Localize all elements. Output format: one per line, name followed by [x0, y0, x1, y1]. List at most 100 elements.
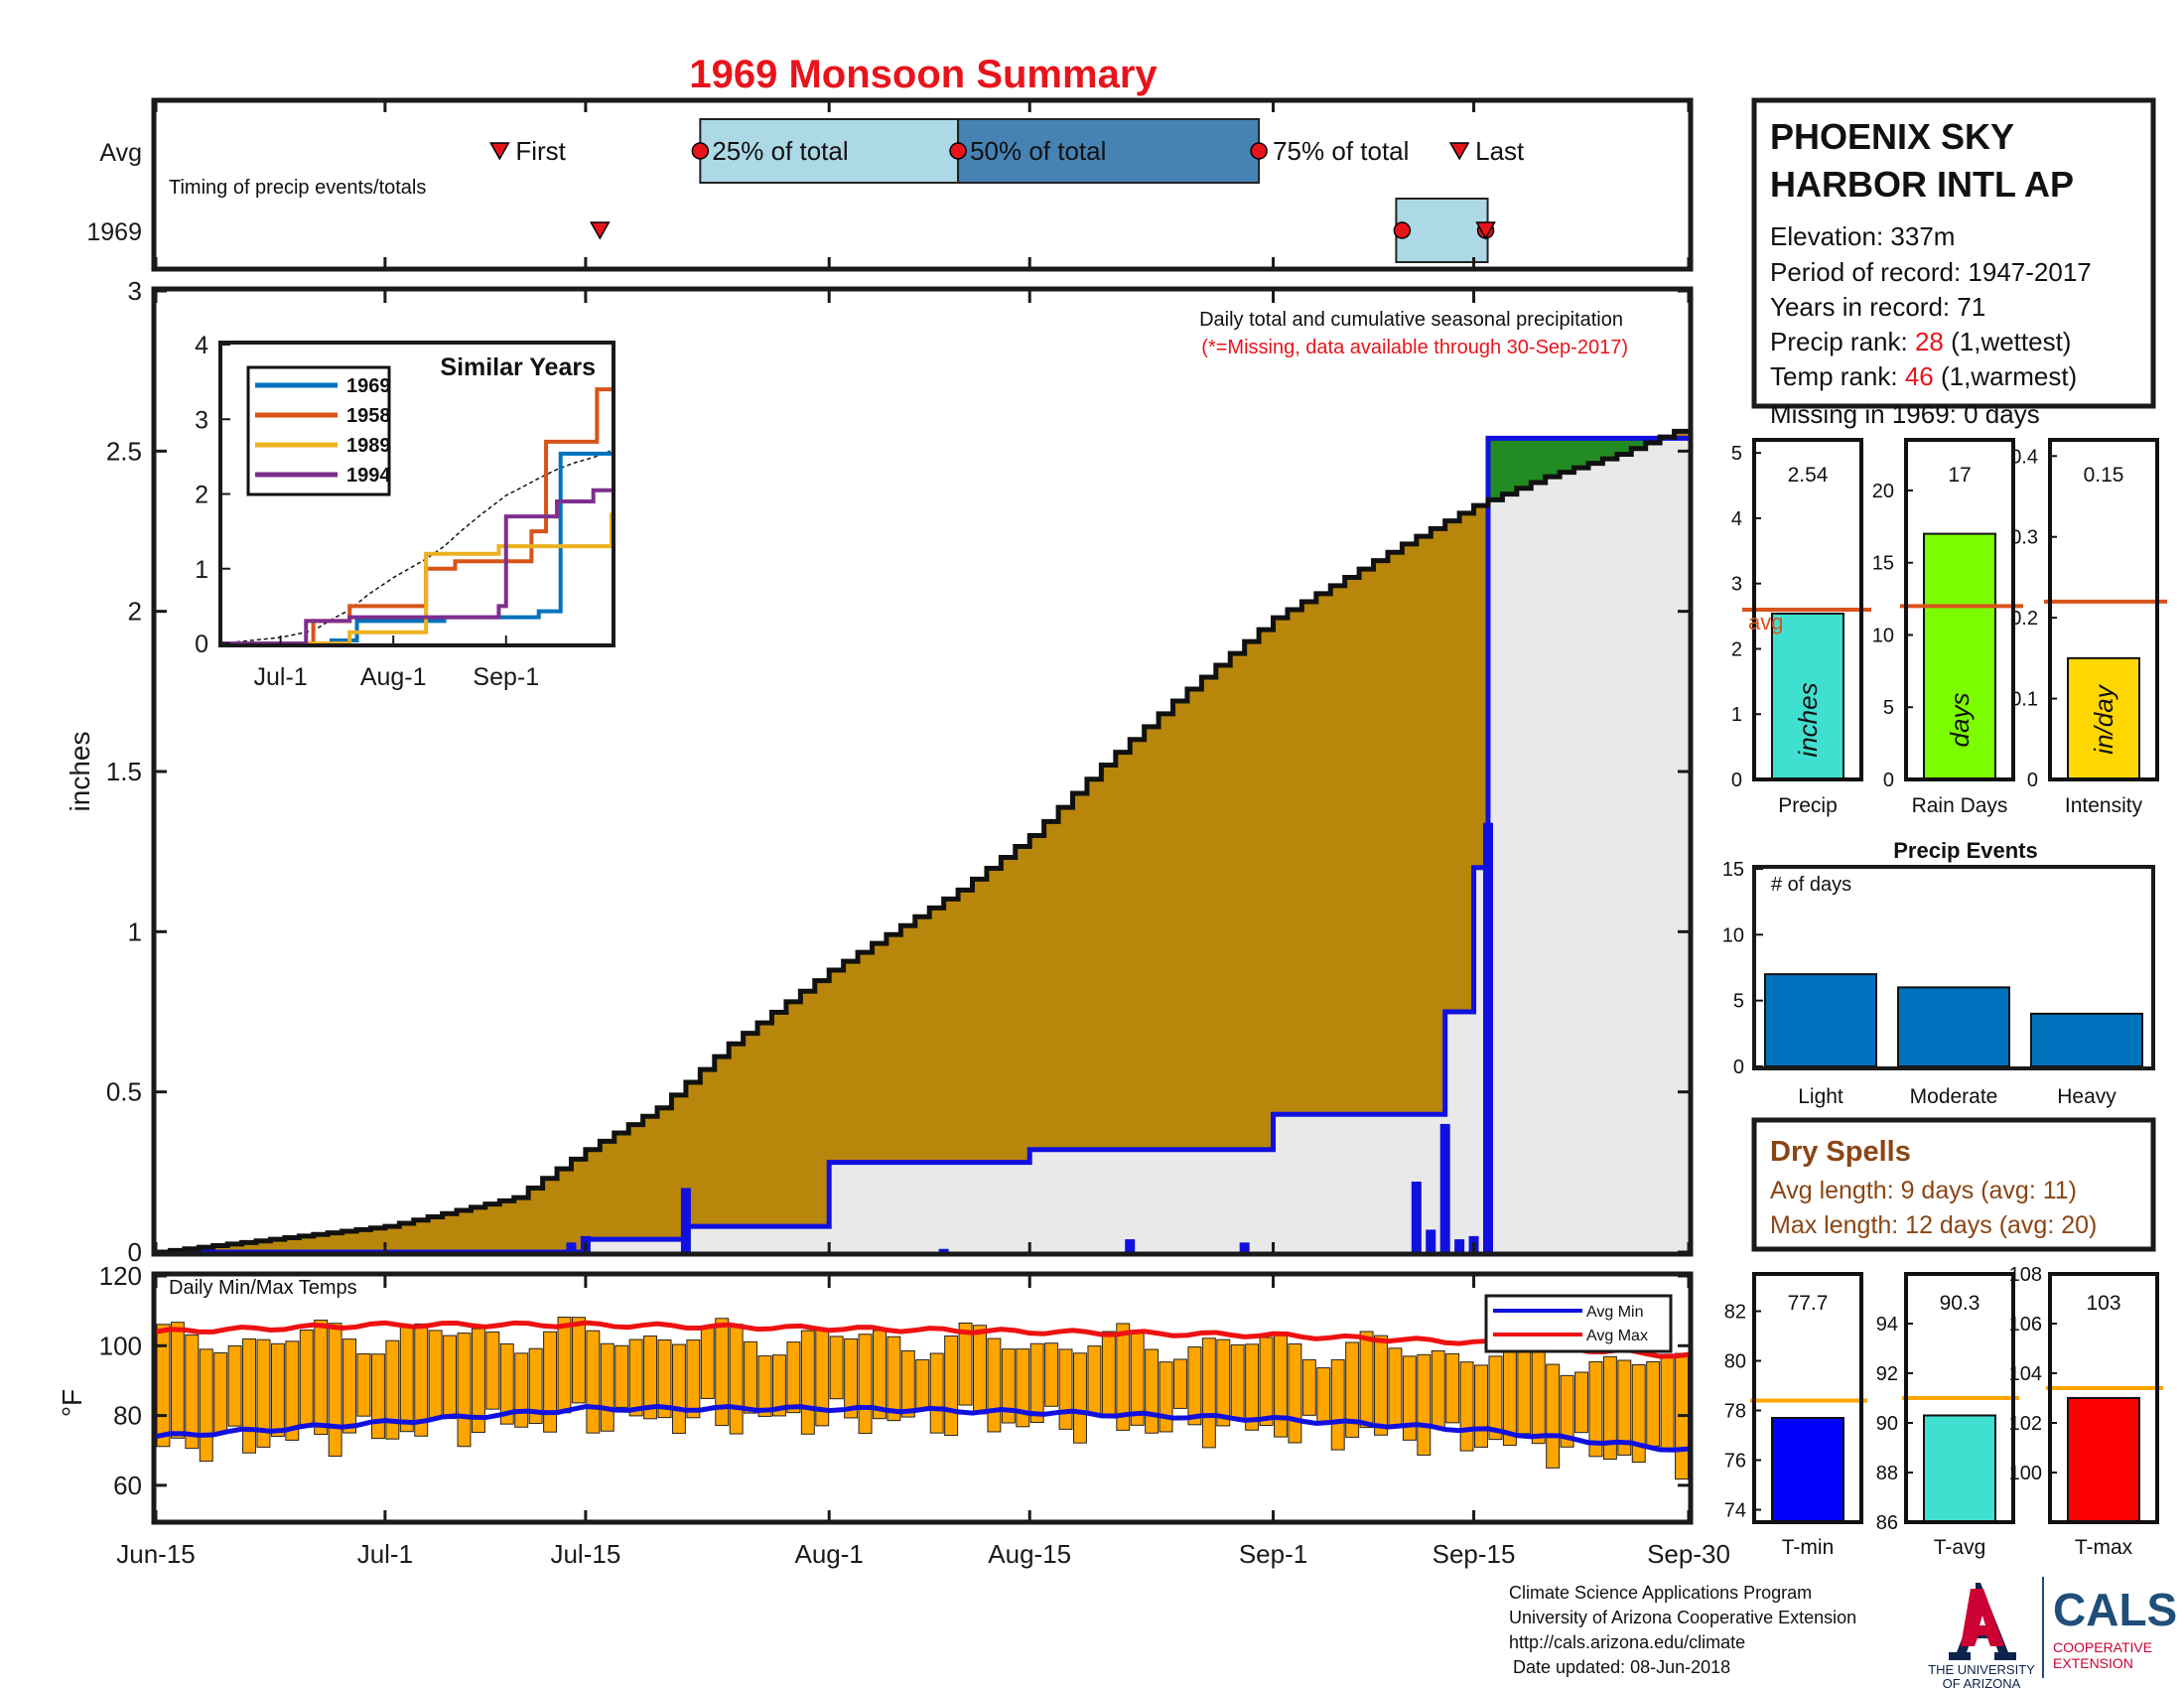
daily-temp-bar: [1660, 1353, 1675, 1450]
temp-bar-tick-3: 92: [1876, 1363, 1898, 1385]
station-name-line2: HARBOR INTL AP: [1770, 164, 2074, 205]
daily-temp-bar: [399, 1326, 414, 1433]
temp-bar-value: 103: [2086, 1292, 2120, 1315]
stat-bar-tick-4: 0.4: [2010, 446, 2038, 468]
avg-50-75-box: [957, 118, 1261, 184]
precip-rank-note: (1,wettest): [1944, 327, 2072, 356]
temp-bar-tick-1: 102: [2009, 1413, 2042, 1435]
temp-bar-tick-2: 90: [1876, 1413, 1898, 1435]
temp-panel: 60 80 100 120 °F Daily Min/Max Temps Avg Mi…: [57, 1261, 1694, 1525]
temp-rank-note: (1,warmest): [1934, 361, 2077, 391]
event-y-tick-0: 0: [1733, 1056, 1744, 1078]
temp-bar-T-avg: 90.3 T-avg 86 88 90 92 94: [1876, 1272, 2019, 1559]
dry-spells-title: Dry Spells: [1770, 1136, 1911, 1168]
event-y-tick-2: 10: [1722, 924, 1744, 946]
timing-panel: First 25% of total 50% of total 75% of tota…: [86, 97, 1694, 272]
timing-layer: First 25% of total 50% of total 75% of tota…: [489, 118, 1525, 263]
daily-temp-bar: [858, 1334, 873, 1435]
inset-x-tick-2: Sep-1: [473, 663, 539, 691]
daily-temp-bar: [543, 1331, 558, 1433]
daily-temp-bar: [944, 1336, 959, 1437]
daily-temp-bar: [729, 1324, 744, 1435]
daily-temp-bar: [1488, 1355, 1503, 1441]
daily-temp-bar: [1288, 1342, 1302, 1444]
avg-50-marker: [949, 142, 967, 160]
event-category-0: Light: [1798, 1085, 1843, 1108]
daily-temp-bar: [929, 1352, 944, 1434]
stat-bar-label: Rain Days: [1912, 794, 2008, 817]
avg-max-line: [155, 1320, 1690, 1359]
stat-bar-tick-1: 5: [1883, 697, 1894, 719]
daily-temp-bar: [1402, 1355, 1417, 1441]
daily-temp-bar: [1602, 1355, 1617, 1461]
date-x-axis: Jun-15 Jul-1 Jul-15 Aug-1 Aug-15 Sep-1 Sep-15 S…: [116, 102, 1730, 1569]
daily-precip-bar: [1125, 1239, 1136, 1252]
daily-temp-bar: [227, 1344, 242, 1427]
stat-bar-avg-label: avg: [1748, 610, 1783, 634]
daily-precip-bar: [1439, 1123, 1450, 1252]
dry-spells-max-length: Max length: 12 days (avg: 20): [1770, 1211, 2097, 1239]
daily-temp-bar: [213, 1351, 228, 1434]
daily-temp-bar: [1646, 1360, 1661, 1447]
temp-bar-value: 90.3: [1940, 1292, 1980, 1315]
seasonal-stat-bars: 2.54 inches Precip 0 1 2 3 4 5 avg 17 days Rain Days…: [1731, 438, 2167, 817]
event-category-2: Heavy: [2057, 1085, 2116, 1108]
inset-y-tick-0: 0: [195, 631, 208, 658]
stat-bar-tick-3: 3: [1731, 574, 1742, 596]
daily-temp-bar: [199, 1348, 213, 1463]
daily-temp-bar: [1445, 1352, 1460, 1424]
station-precip-rank: Precip rank: 28 (1,wettest): [1770, 327, 2071, 356]
temp-y-tick-3: 120: [99, 1261, 142, 1291]
daily-temp-bar: [1029, 1342, 1044, 1423]
x-tick-label-7: Sep-30: [1647, 1539, 1730, 1569]
daily-temp-bar: [356, 1352, 371, 1417]
precip-frame: [151, 286, 1694, 1257]
inset-legend-label-2: 1989: [346, 435, 391, 457]
inset-y-tick-2: 2: [195, 482, 208, 509]
avg-last-marker: [1448, 142, 1470, 161]
daily-precip-bar: [1454, 1239, 1465, 1252]
daily-temp-bar: [185, 1334, 200, 1450]
daily-temp-bar: [557, 1317, 572, 1414]
temp-bar-tick-3: 80: [1724, 1351, 1746, 1373]
daily-temp-bar: [385, 1339, 400, 1440]
daily-temp-bar: [1101, 1331, 1116, 1415]
station-name-line1: PHOENIX SKY: [1770, 116, 2014, 157]
stat-bar-frame: [1752, 438, 1863, 781]
daily-temp-bar: [170, 1322, 185, 1439]
temp-bar-tick-2: 78: [1724, 1401, 1746, 1423]
temp-bar-tick-1: 76: [1724, 1451, 1746, 1473]
daily-temp-bar: [1173, 1358, 1187, 1409]
inset-line-1994: [222, 488, 612, 645]
temp-rank-value: 46: [1905, 361, 1934, 391]
daily-temp-bar: [1016, 1348, 1030, 1428]
stat-bar-frame: [2048, 438, 2159, 781]
daily-temp-bar: [571, 1317, 586, 1404]
temp-bar-T-min: 77.7 T-min 74 76 78 80 82: [1724, 1272, 1867, 1559]
daily-temp-bar: [1245, 1343, 1260, 1431]
temp-bar-label: T-max: [2075, 1536, 2133, 1559]
temp-bar-tick-0: 74: [1724, 1500, 1746, 1522]
daily-temp-bar: [1631, 1363, 1646, 1464]
x-tick-label-0: Jun-15: [116, 1539, 196, 1569]
daily-temp-bar: [485, 1331, 500, 1410]
inset-line-1989: [222, 512, 614, 645]
daily-temp-bar: [256, 1338, 271, 1448]
daily-temp-bar: [156, 1324, 171, 1448]
daily-temp-bar: [328, 1323, 342, 1458]
daily-temp-bar: [1116, 1323, 1131, 1431]
temp-bar-fill: [1771, 1417, 1844, 1523]
event-bar-Heavy: [2030, 1012, 2143, 1068]
precip-y-tick-3: 1.5: [106, 757, 142, 786]
temp-bar-value: 77.7: [1788, 1292, 1829, 1315]
station-temp-rank: Temp rank: 46 (1,warmest): [1770, 361, 2077, 391]
inset-legend-label-3: 1994: [346, 465, 391, 487]
precip-events-panel: Precip Events Light Moderate Heavy 0 5 10 15 #…: [1722, 838, 2155, 1108]
daily-temp-bar: [314, 1320, 329, 1436]
temperature-stat-bars: 77.7 T-min 74 76 78 80 82 90.3 T-avg 86 88 90 92 94 10…: [1724, 1264, 2163, 1559]
inset-y-tick-4: 4: [195, 332, 208, 359]
daily-temp-bar: [1087, 1345, 1102, 1416]
stat-bar-fill: [2067, 656, 2140, 780]
daily-temp-bar: [1588, 1360, 1603, 1458]
cals-sub-2: EXTENSION: [2053, 1655, 2133, 1671]
